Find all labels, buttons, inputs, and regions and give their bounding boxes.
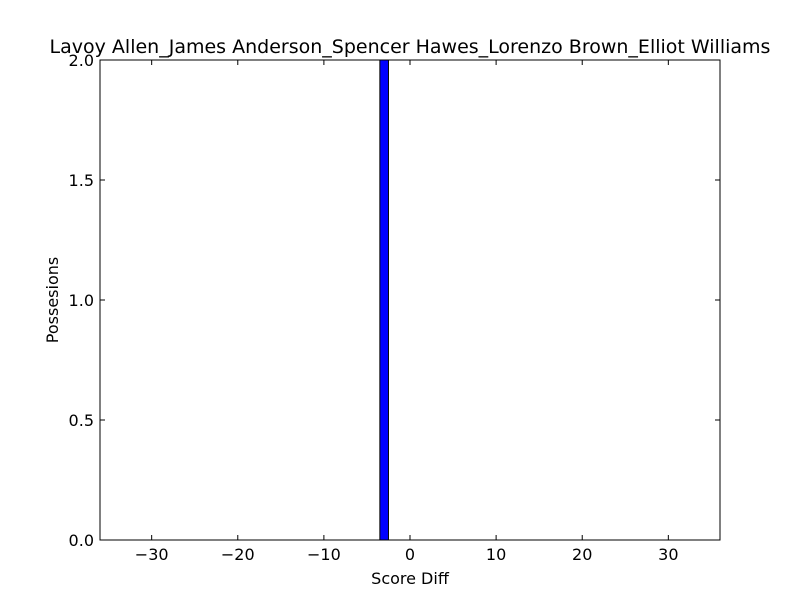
y-tick-label: 0.0 [69, 531, 94, 550]
y-axis-label: Possesions [43, 257, 62, 343]
x-tick-label: 10 [486, 545, 506, 564]
y-tick-label: 1.5 [69, 171, 94, 190]
bars-group [379, 59, 389, 541]
x-tick-label: 30 [658, 545, 678, 564]
x-tick-label: −30 [135, 545, 169, 564]
y-tick-label: 2.0 [69, 51, 94, 70]
x-tick-label: 0 [405, 545, 415, 564]
y-tick-label: 1.0 [69, 291, 94, 310]
ticks-group: −30 −20 −10 0 10 20 30 0.0 0.5 1.0 1.5 2.0 [69, 51, 720, 564]
chart-title: Lavoy Allen_James Anderson_Spencer Hawes… [50, 36, 771, 58]
y-tick-label: 0.5 [69, 411, 94, 430]
plot-frame [99, 59, 721, 541]
bar-0 [379, 59, 389, 541]
x-tick-label: 20 [572, 545, 592, 564]
x-axis-label: Score Diff [371, 569, 450, 588]
x-tick-label: −10 [307, 545, 341, 564]
x-tick-label: −20 [221, 545, 255, 564]
